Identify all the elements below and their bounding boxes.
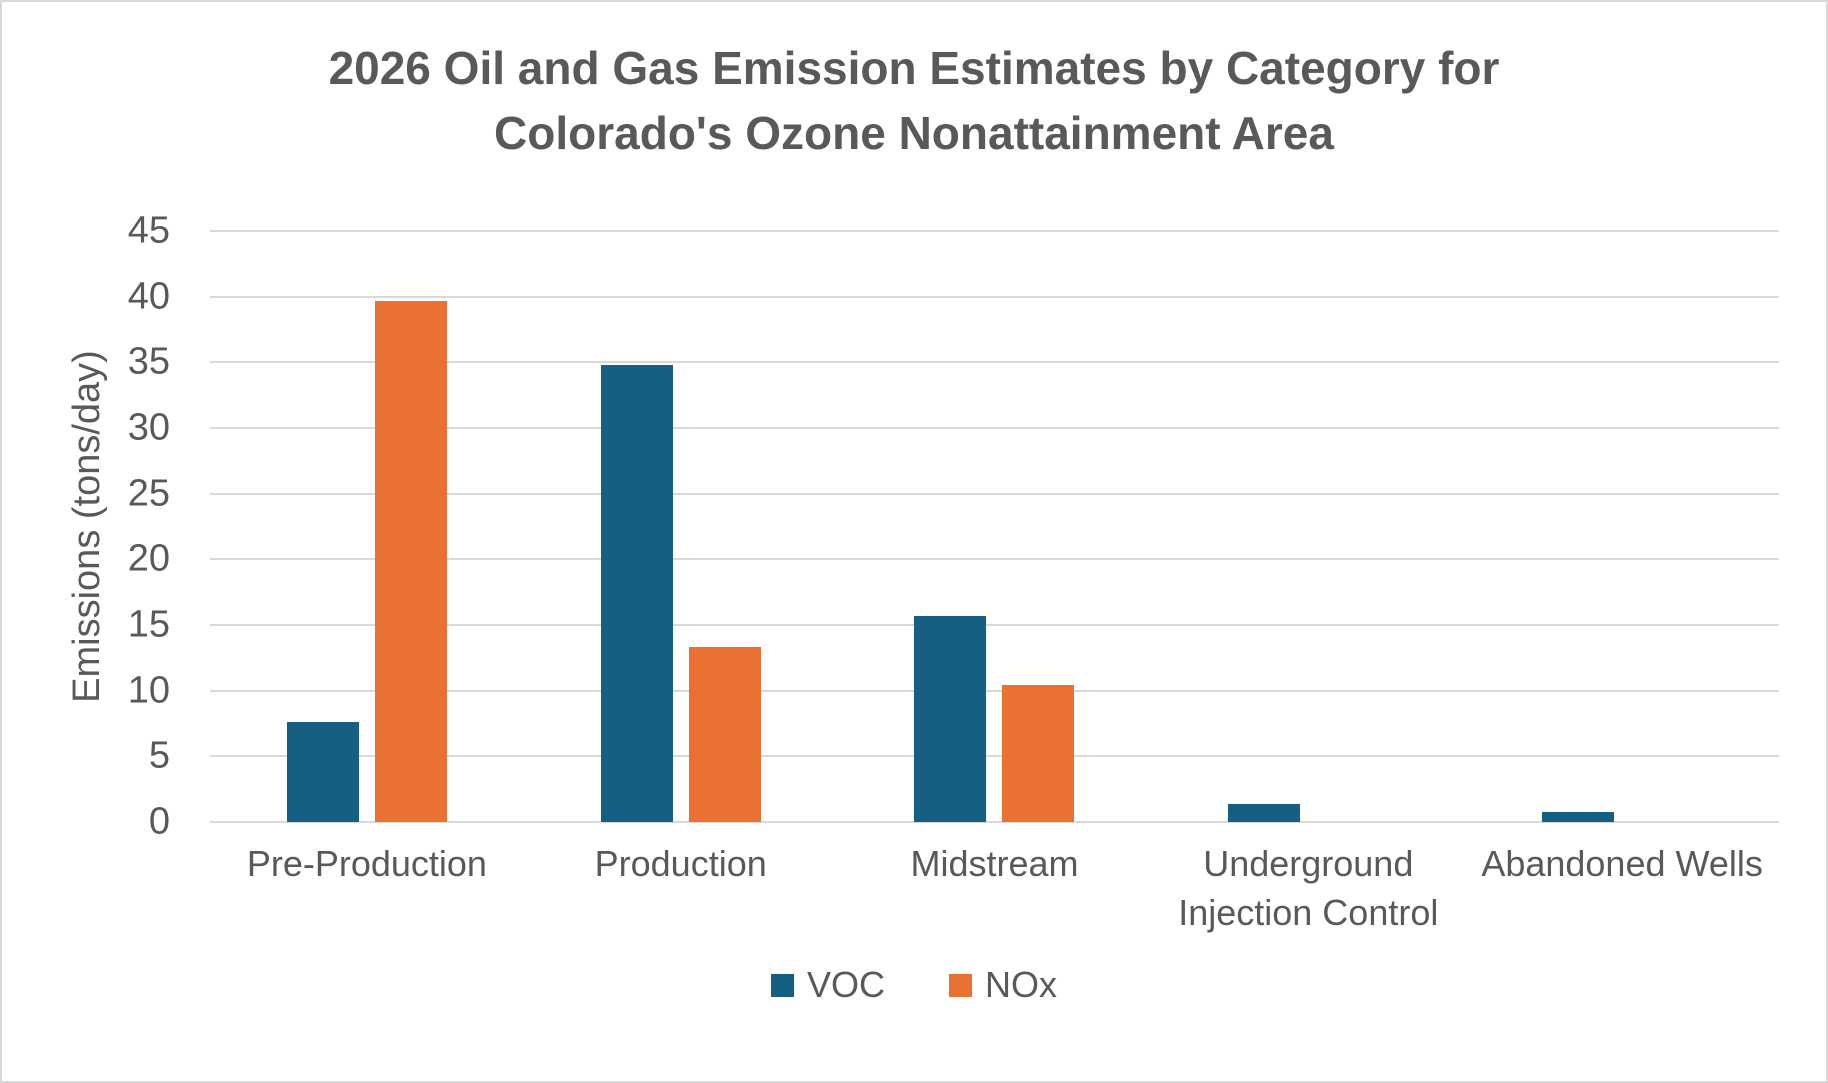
y-tick-label: 40 (127, 275, 170, 318)
y-tick-label: 15 (127, 603, 170, 646)
y-tick-label: 10 (127, 669, 170, 712)
x-tick-label-text: Production (594, 843, 767, 884)
legend-label: NOx (985, 964, 1057, 1005)
legend-label: VOC (806, 964, 885, 1005)
x-tick-label-abandoned-wells: Abandoned Wells (1465, 840, 1779, 937)
y-tick-label: 35 (127, 340, 170, 383)
y-tick-label: 45 (127, 209, 170, 252)
bar-voc-pre-production[interactable] (286, 722, 359, 822)
bar-group-midstream (838, 231, 1152, 822)
bar-voc-underground-injection-control[interactable] (1228, 803, 1301, 822)
gridline (210, 755, 1779, 758)
legend-swatch-nox (949, 973, 972, 997)
x-tick-label-text: Abandoned Wells (1481, 843, 1763, 884)
y-tick-label: 25 (127, 472, 170, 515)
bar-voc-abandoned-wells[interactable] (1542, 811, 1615, 822)
legend-item-nox[interactable]: NOx (949, 964, 1057, 1006)
y-axis-ticks: 45 40 35 30 25 20 15 10 5 0 (2, 210, 182, 843)
x-tick-label-text: Pre-Production (246, 843, 487, 884)
x-tick-label-underground-injection-control: Underground Injection Control (1151, 840, 1465, 937)
gridline (210, 558, 1779, 561)
gridline (210, 230, 1779, 232)
x-axis-category-labels: Pre-Production Production Midstream Undergr… (210, 840, 1779, 937)
y-tick-label: 5 (148, 734, 170, 777)
x-tick-label-text: Underground Injection Control (1178, 843, 1439, 933)
bar-nox-production[interactable] (688, 647, 761, 822)
gridline (210, 426, 1779, 429)
chart-title: 2026 Oil and Gas Emission Estimates by C… (328, 42, 1500, 160)
x-tick-label-text: Midstream (910, 843, 1079, 884)
legend-item-voc[interactable]: VOC (770, 964, 885, 1006)
gridline (210, 361, 1779, 364)
bar-group-pre-production (210, 231, 524, 822)
x-tick-label-production: Production (524, 840, 838, 937)
bar-nox-pre-production[interactable] (374, 300, 447, 822)
bar-voc-midstream[interactable] (914, 615, 987, 822)
bar-group-underground-injection-control (1151, 231, 1465, 822)
y-tick-label: 0 (148, 800, 170, 843)
x-tick-label-midstream: Midstream (838, 840, 1152, 937)
bar-group-abandoned-wells (1465, 231, 1779, 822)
bar-voc-production[interactable] (600, 364, 673, 822)
gridline (210, 821, 1779, 823)
plot-area (210, 230, 1779, 823)
bar-groups (210, 231, 1779, 822)
gridline (210, 492, 1779, 495)
gridline (210, 623, 1779, 626)
gridline (210, 689, 1779, 692)
legend-swatch-voc (770, 973, 794, 997)
bar-nox-midstream[interactable] (1002, 685, 1075, 822)
x-tick-label-pre-production: Pre-Production (210, 840, 524, 937)
gridline (210, 295, 1779, 298)
y-tick-label: 30 (127, 406, 170, 449)
bar-group-production (524, 231, 838, 822)
y-tick-label: 20 (127, 537, 170, 580)
legend: VOC NOx (2, 964, 1826, 1006)
